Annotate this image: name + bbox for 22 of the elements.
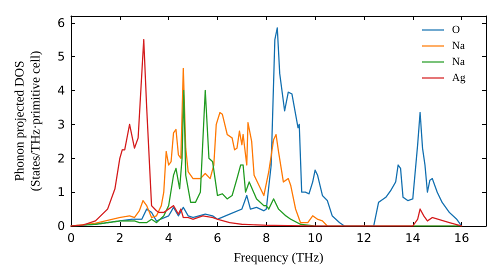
x-tick-label: 12 [356, 231, 372, 245]
x-tick-label: 2 [116, 231, 124, 245]
x-tick-label: 10 [307, 231, 323, 245]
x-tick-label: 8 [262, 231, 270, 245]
y-tick-label: 1 [57, 185, 65, 200]
legend-label: Na [452, 56, 465, 68]
x-axis-title: Frequency (THz) [234, 249, 324, 264]
y-tick-label: 0 [57, 219, 65, 233]
legend-label: O [452, 24, 460, 36]
x-tick-label: 6 [214, 231, 222, 245]
y-tick-label: 6 [57, 16, 65, 30]
x-tick-label: 14 [405, 231, 420, 245]
y-tick-label: 2 [57, 151, 65, 166]
legend-label: Ag [452, 72, 466, 84]
y-axis-title: Phonon projected DOS (States/THz·primitive cell) [12, 50, 42, 192]
x-tick-label: 4 [164, 231, 172, 245]
y-tick-label: 5 [57, 50, 65, 64]
legend-label: Na [452, 40, 465, 52]
x-tick-label: 16 [454, 231, 470, 245]
y-tick-label: 3 [57, 117, 65, 132]
x-tick-label: 0 [67, 231, 75, 245]
y-tick-label: 4 [57, 84, 65, 98]
